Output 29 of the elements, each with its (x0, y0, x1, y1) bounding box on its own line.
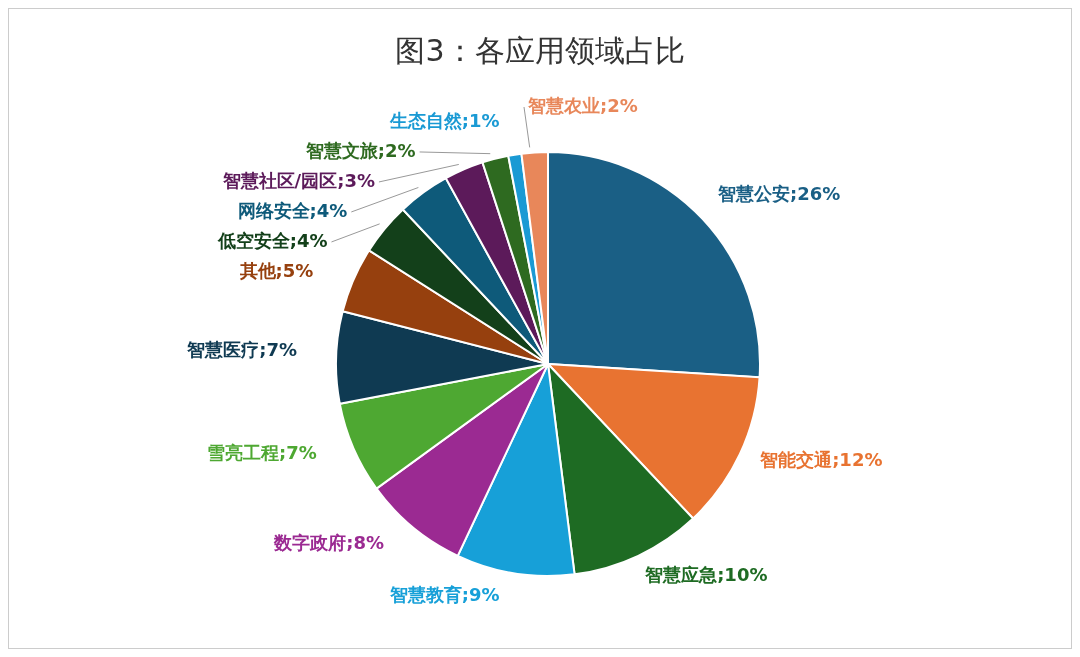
slice-label: 智慧医疗 (186, 339, 260, 361)
slice-label: 网络安全 (237, 199, 311, 221)
data-label: ;26% (789, 182, 841, 204)
data-label: ;9% (461, 584, 500, 606)
data-label: ;2% (377, 139, 416, 161)
slice-label: 生态自然 (388, 109, 463, 131)
slice-label: 智慧公安 (716, 182, 790, 204)
slice-label: 智慧农业 (527, 95, 600, 116)
data-label: ;12% (832, 449, 883, 471)
data-label: ;3% (337, 169, 375, 191)
slice-label: 智慧社区/园区 (221, 169, 338, 191)
slice-label: 其他 (238, 259, 277, 281)
slice-label: 智慧教育 (388, 584, 462, 606)
slice-label: 智能交通 (759, 449, 833, 471)
slice-label: 数字政府 (273, 531, 347, 553)
slice-label: 智慧应急 (644, 564, 718, 586)
data-label: ;1% (461, 109, 500, 131)
data-label: ;4% (289, 229, 328, 251)
data-label: ;2% (600, 95, 638, 116)
chart-title: 图3：各应用领域占比 (394, 32, 686, 70)
data-label: ;5% (275, 259, 314, 281)
data-label: ;8% (346, 531, 385, 553)
data-label: ;7% (259, 339, 298, 361)
data-label: ;4% (309, 199, 348, 221)
data-label: ;10% (717, 564, 768, 586)
slice-label: 低空安全 (216, 229, 291, 251)
slice-label: 雪亮工程 (206, 442, 279, 464)
slice-label: 智慧文旅 (304, 139, 379, 161)
data-label: ;7% (278, 442, 317, 464)
